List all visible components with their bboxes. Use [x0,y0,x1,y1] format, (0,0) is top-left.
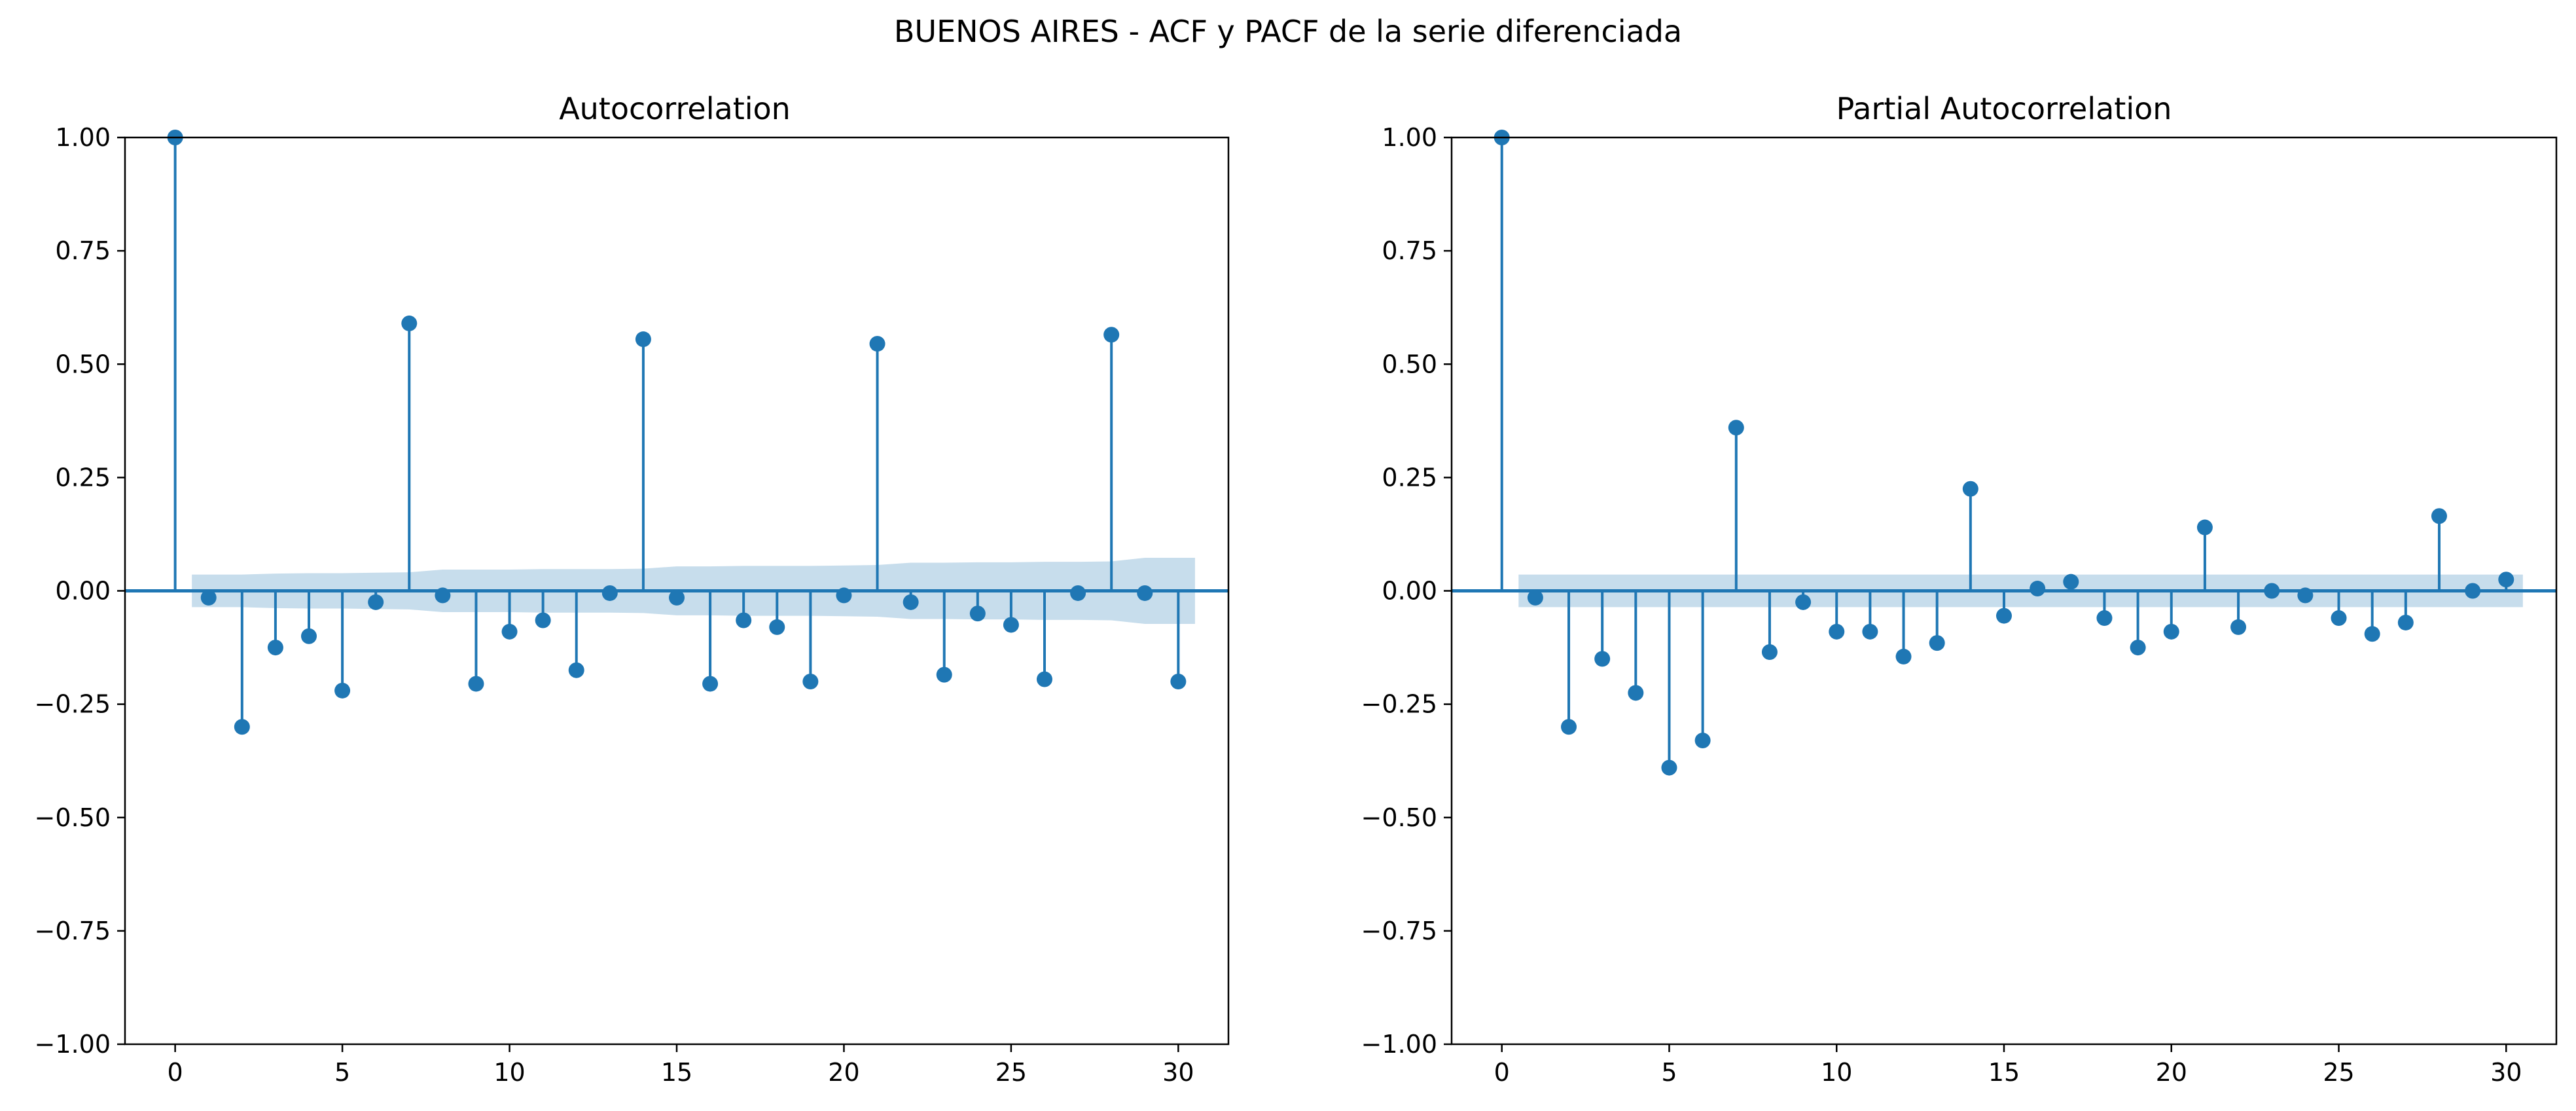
acf-xtick-label: 10 [493,1058,525,1087]
pacf-xtick-label: 0 [1494,1058,1510,1087]
pacf-marker-lag-14 [1962,481,1978,497]
acf-marker-lag-2 [234,719,250,735]
pacf-ytick-label: 1.00 [1382,123,1437,152]
acf-marker-lag-1 [200,589,217,606]
pacf-marker-lag-2 [1561,719,1577,735]
pacf-marker-lag-25 [2331,610,2347,627]
acf-marker-lag-26 [1037,671,1052,687]
acf-marker-lag-25 [1003,617,1019,633]
acf-marker-lag-4 [301,628,317,644]
pacf-title: Partial Autocorrelation [1836,91,2172,126]
acf-marker-lag-16 [702,676,719,692]
pacf-marker-lag-6 [1694,733,1711,749]
pacf-axes: Partial Autocorrelation 0 5 10 15 20 25 30 −1.0… [1361,91,2558,1087]
acf-marker-lag-20 [836,587,852,604]
pacf-marker-lag-13 [1929,635,1945,651]
pacf-marker-lag-9 [1795,594,1812,610]
pacf-marker-lag-21 [2196,519,2213,536]
pacf-ytick-label: −1.00 [1361,1030,1437,1059]
pacf-marker-lag-11 [1862,623,1878,640]
acf-marker-lag-23 [936,666,952,683]
acf-xtick-label: 25 [995,1058,1027,1087]
acf-axes: Autocorrelation 0 5 10 15 20 25 30 −1.00 −0.75 −0… [35,91,1230,1087]
pacf-marker-lag-1 [1527,589,1543,606]
acf-marker-lag-11 [535,612,551,628]
acf-marker-lag-7 [401,315,418,331]
pacf-ytick-label: −0.75 [1361,917,1437,945]
acf-marker-lag-13 [601,585,618,601]
pacf-marker-lag-17 [2063,574,2079,590]
pacf-marker-lag-18 [2096,610,2113,627]
pacf-marker-lag-8 [1761,644,1778,660]
pacf-marker-lag-23 [2264,583,2280,599]
acf-marker-lag-6 [368,594,384,610]
acf-marker-lag-8 [435,587,451,604]
pacf-xtick-label: 15 [1988,1058,2020,1087]
acf-marker-lag-17 [736,612,752,628]
acf-xtick-label: 0 [168,1058,183,1087]
acf-ytick-label: −0.75 [35,917,111,945]
pacf-marker-lag-15 [1996,608,2012,624]
pacf-xtick-label: 10 [1821,1058,1852,1087]
acf-marker-lag-3 [267,640,283,656]
pacf-marker-lag-30 [2498,572,2514,588]
pacf-ytick-label: −0.50 [1361,803,1437,832]
pacf-xtick-label: 5 [1661,1058,1677,1087]
pacf-marker-lag-26 [2364,626,2380,642]
pacf-xtick-label: 25 [2323,1058,2354,1087]
acf-marker-lag-14 [635,331,651,348]
pacf-ytick-label: 0.75 [1382,236,1437,265]
pacf-marker-lag-22 [2230,619,2247,635]
acf-marker-lag-22 [903,594,919,610]
pacf-ytick-label: 0.00 [1382,577,1437,606]
acf-xtick-label: 30 [1162,1058,1194,1087]
acf-marker-lag-15 [669,589,685,606]
pacf-marker-lag-27 [2397,614,2414,630]
acf-marker-lag-24 [969,606,986,622]
pacf-marker-lag-3 [1594,651,1611,667]
acf-xtick-label: 5 [334,1058,350,1087]
pacf-marker-lag-12 [1895,648,1912,665]
pacf-ytick-label: −0.25 [1361,690,1437,719]
pacf-xtick-label: 30 [2490,1058,2522,1087]
pacf-marker-lag-19 [2130,640,2146,656]
pacf-ytick-label: 0.50 [1382,350,1437,378]
pacf-marker-lag-5 [1661,759,1677,776]
acf-marker-lag-10 [501,623,518,640]
acf-marker-lag-19 [802,674,819,689]
pacf-marker-lag-24 [2297,587,2314,604]
acf-marker-lag-27 [1070,585,1086,601]
acf-marker-lag-30 [1170,674,1187,689]
pacf-marker-lag-20 [2163,623,2179,640]
acf-xtick-label: 20 [828,1058,859,1087]
pacf-marker-lag-10 [1829,623,1845,640]
acf-ytick-label: 0.00 [55,577,111,606]
acf-ytick-label: 0.25 [55,463,111,492]
pacf-ytick-label: 0.25 [1382,463,1437,492]
acf-title: Autocorrelation [559,91,791,126]
pacf-marker-lag-7 [1728,420,1744,436]
acf-marker-lag-9 [468,676,484,692]
pacf-marker-lag-28 [2431,508,2447,524]
acf-ytick-label: −0.25 [35,690,111,719]
acf-marker-lag-29 [1137,585,1153,601]
acf-ytick-label: 1.00 [55,123,111,152]
acf-xtick-label: 15 [661,1058,692,1087]
acf-marker-lag-28 [1103,327,1120,343]
acf-marker-lag-12 [568,662,584,678]
pacf-marker-lag-16 [2030,581,2046,597]
acf-marker-lag-21 [869,336,885,352]
acf-ytick-label: 0.50 [55,350,111,378]
pacf-xtick-label: 20 [2156,1058,2187,1087]
acf-marker-lag-5 [334,682,351,699]
pacf-marker-lag-29 [2465,583,2481,599]
acf-ytick-label: 0.75 [55,236,111,265]
acf-ytick-label: −0.50 [35,803,111,832]
acf-ytick-label: −1.00 [35,1030,111,1059]
acf-marker-lag-18 [769,619,785,635]
figure-suptitle: BUENOS AIRES - ACF y PACF de la serie di… [894,14,1682,49]
pacf-marker-lag-4 [1628,685,1644,701]
